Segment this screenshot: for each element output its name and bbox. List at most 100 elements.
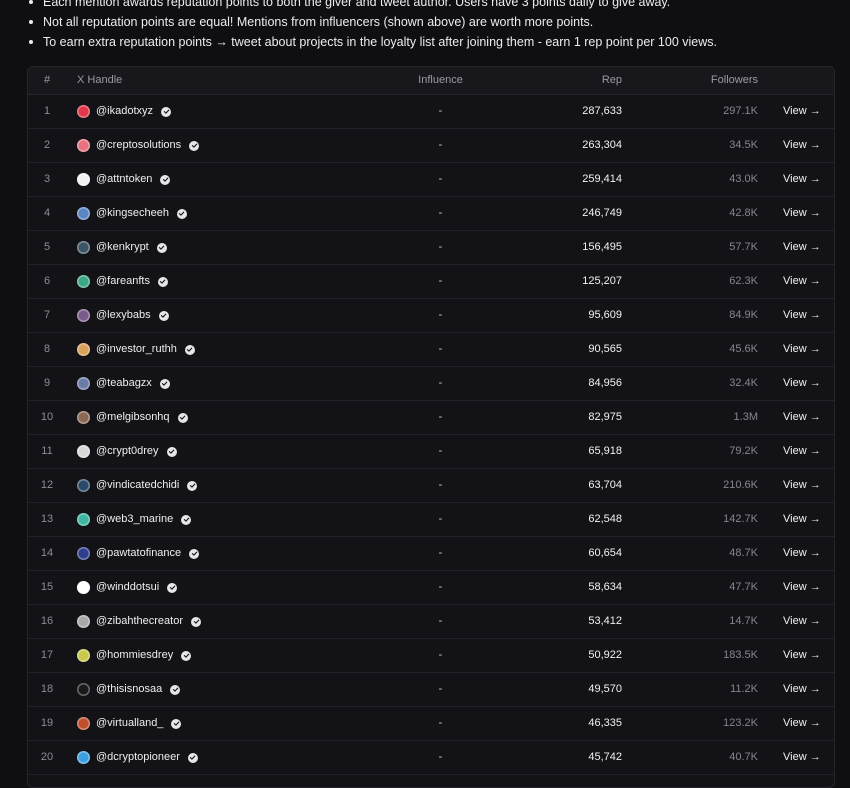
handle-cell[interactable]: @lexybabs [77, 299, 169, 332]
influence-cell: - [438, 173, 443, 185]
header-influence: Influence [418, 74, 463, 86]
handle-cell[interactable]: @attntoken [77, 163, 171, 196]
avatar [77, 207, 90, 220]
handle-cell[interactable]: @melgibsonhq [77, 401, 188, 434]
view-profile-link[interactable]: View → [783, 241, 821, 253]
handle-text[interactable]: @teabagzx [96, 377, 152, 389]
view-profile-link[interactable]: View → [783, 751, 821, 763]
handle-text[interactable]: @kenkrypt [96, 241, 149, 253]
verified-check-icon [159, 378, 170, 389]
view-profile-link[interactable]: View → [783, 343, 821, 355]
handle-text[interactable]: @attntoken [96, 173, 153, 185]
view-profile-link[interactable]: View → [783, 683, 821, 695]
rank-cell: 9 [43, 377, 51, 389]
view-profile-link[interactable]: View → [783, 513, 821, 525]
handle-cell[interactable]: @virtualland_ [77, 707, 182, 740]
avatar [77, 479, 90, 492]
view-profile-link[interactable]: View → [783, 207, 821, 219]
verified-check-icon [161, 106, 172, 117]
influence-cell: - [438, 377, 443, 389]
handle-text[interactable]: @zibahthecreator [96, 615, 183, 627]
followers-cell: 34.5K [729, 139, 758, 151]
handle-cell[interactable]: @thisisnosaa [77, 673, 181, 706]
handle-cell[interactable]: @hommiesdrey [77, 639, 192, 672]
handle-text[interactable]: @web3_marine [96, 513, 174, 525]
handle-cell[interactable]: @creptosolutions [77, 129, 200, 162]
handle-text[interactable]: @thisisnosaa [96, 683, 163, 695]
rank-cell: 18 [40, 683, 54, 695]
table-row: 19 @virtualland_ - 46,335 123.2K View → [28, 707, 834, 741]
verified-check-icon [157, 276, 168, 287]
handle-text[interactable]: @fareanfts [96, 275, 150, 287]
rank-cell: 2 [43, 139, 51, 151]
view-profile-link[interactable]: View → [783, 411, 821, 423]
info-bullet: Not all reputation points are equal! Men… [27, 12, 827, 32]
handle-text[interactable]: @crypt0drey [96, 445, 159, 457]
handle-cell[interactable]: @investor_ruthh [77, 333, 195, 366]
handle-text[interactable]: @lexybabs [96, 309, 151, 321]
handle-cell[interactable]: @dcryptopioneer [77, 741, 198, 774]
followers-cell: 1.3M [733, 411, 758, 423]
handle-text[interactable]: @dcryptopioneer [96, 751, 180, 763]
view-profile-link[interactable]: View → [783, 139, 821, 151]
avatar [77, 275, 90, 288]
view-profile-link[interactable]: View → [783, 547, 821, 559]
handle-cell[interactable]: @web3_marine [77, 503, 192, 536]
handle-text[interactable]: @virtualland_ [96, 717, 164, 729]
rep-cell: 53,412 [588, 615, 622, 627]
view-profile-link[interactable]: View → [783, 717, 821, 729]
leaderboard-table: # X Handle Influence Rep Followers 1 @ika… [27, 66, 835, 788]
verified-check-icon [189, 140, 200, 151]
rank-cell: 7 [43, 309, 51, 321]
influence-cell: - [438, 615, 443, 627]
handle-text[interactable]: @melgibsonhq [96, 411, 170, 423]
handle-cell[interactable]: @ikadotxyz [77, 95, 172, 128]
table-row: 9 @teabagzx - 84,956 32.4K View → [28, 367, 834, 401]
table-row: 13 @web3_marine - 62,548 142.7K View → [28, 503, 834, 537]
influence-cell: - [438, 479, 443, 491]
view-profile-link[interactable]: View → [783, 615, 821, 627]
view-profile-link[interactable]: View → [783, 649, 821, 661]
handle-text[interactable]: @vindicatedchidi [96, 479, 180, 491]
handle-text[interactable]: @pawtatofinance [96, 547, 182, 559]
view-profile-link[interactable]: View → [783, 173, 821, 185]
avatar [77, 751, 90, 764]
handle-cell[interactable]: @fareanfts [77, 265, 168, 298]
rep-cell: 263,304 [582, 139, 622, 151]
followers-cell: 43.0K [729, 173, 758, 185]
handle-text[interactable]: @kingsecheeh [96, 207, 169, 219]
rep-cell: 90,565 [588, 343, 622, 355]
view-profile-link[interactable]: View → [783, 581, 821, 593]
view-profile-link[interactable]: View → [783, 445, 821, 457]
handle-cell[interactable]: @kenkrypt [77, 231, 167, 264]
handle-cell[interactable]: @teabagzx [77, 367, 170, 400]
table-header: # X Handle Influence Rep Followers [28, 67, 834, 95]
view-profile-link[interactable]: View → [783, 275, 821, 287]
table-row: 20 @dcryptopioneer - 45,742 40.7K View → [28, 741, 834, 775]
verified-check-icon [158, 310, 169, 321]
view-profile-link[interactable]: View → [783, 309, 821, 321]
influence-cell: - [438, 717, 443, 729]
handle-cell[interactable]: @pawtatofinance [77, 537, 200, 570]
followers-cell: 57.7K [729, 241, 758, 253]
handle-cell[interactable]: @kingsecheeh [77, 197, 187, 230]
handle-text[interactable]: @creptosolutions [96, 139, 182, 151]
view-profile-link[interactable]: View → [783, 377, 821, 389]
handle-text[interactable]: @investor_ruthh [96, 343, 177, 355]
verified-check-icon [176, 208, 187, 219]
handle-cell[interactable]: @winddotsui [77, 571, 178, 604]
rank-cell: 1 [43, 105, 51, 117]
table-row: 10 @melgibsonhq - 82,975 1.3M View → [28, 401, 834, 435]
handle-cell[interactable]: @vindicatedchidi [77, 469, 198, 502]
handle-text[interactable]: @ikadotxyz [96, 105, 154, 117]
handle-cell[interactable]: @crypt0drey [77, 435, 177, 468]
rank-cell: 13 [40, 513, 54, 525]
handle-cell[interactable]: @zibahthecreator [77, 605, 201, 638]
view-profile-link[interactable]: View → [783, 105, 821, 117]
view-profile-link[interactable]: View → [783, 479, 821, 491]
rank-cell: 15 [40, 581, 54, 593]
header-rank: # [43, 74, 51, 86]
handle-text[interactable]: @hommiesdrey [96, 649, 174, 661]
handle-text[interactable]: @winddotsui [96, 581, 160, 593]
header-followers: Followers [710, 74, 758, 86]
